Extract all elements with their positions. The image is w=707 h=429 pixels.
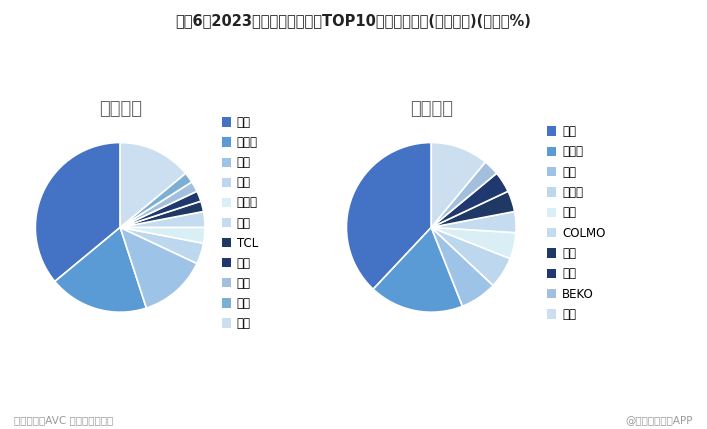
Wedge shape	[431, 191, 515, 227]
Wedge shape	[120, 173, 192, 227]
Wedge shape	[55, 227, 146, 312]
Text: 资料来源：AVC 前瞻产业研究院: 资料来源：AVC 前瞻产业研究院	[14, 415, 113, 425]
Wedge shape	[431, 227, 516, 259]
Wedge shape	[120, 211, 205, 227]
Wedge shape	[120, 227, 205, 243]
Wedge shape	[120, 201, 204, 227]
Wedge shape	[431, 142, 485, 227]
Wedge shape	[431, 211, 516, 233]
Wedge shape	[431, 227, 510, 285]
Wedge shape	[120, 227, 204, 263]
Wedge shape	[373, 227, 462, 312]
Wedge shape	[120, 182, 197, 227]
Text: 图袈6：2023年中国洗衣机市场TOP10品牌市场份额(按零售额)(单位：%): 图袈6：2023年中国洗衣机市场TOP10品牌市场份额(按零售额)(单位：%)	[175, 13, 532, 28]
Title: 线下市场: 线下市场	[410, 100, 452, 118]
Legend: 海尔, 小天鹅, 美的, 松下, 西门子, 米家, TCL, 志高, 海信, 康佳, 其他: 海尔, 小天鹅, 美的, 松下, 西门子, 米家, TCL, 志高, 海信, 康…	[221, 116, 258, 330]
Wedge shape	[431, 227, 493, 306]
Wedge shape	[120, 142, 185, 227]
Wedge shape	[120, 191, 201, 227]
Wedge shape	[35, 142, 120, 281]
Text: @前瞻经济学人APP: @前瞻经济学人APP	[626, 415, 693, 425]
Wedge shape	[120, 227, 197, 308]
Wedge shape	[346, 142, 431, 289]
Wedge shape	[431, 162, 496, 227]
Wedge shape	[431, 173, 508, 227]
Title: 线上市场: 线上市场	[99, 100, 141, 118]
Legend: 海尔, 小天鹅, 松下, 西门子, 海信, COLMO, 博世, 美的, BEKO, 美菱: 海尔, 小天鹅, 松下, 西门子, 海信, COLMO, 博世, 美的, BEK…	[547, 125, 605, 321]
